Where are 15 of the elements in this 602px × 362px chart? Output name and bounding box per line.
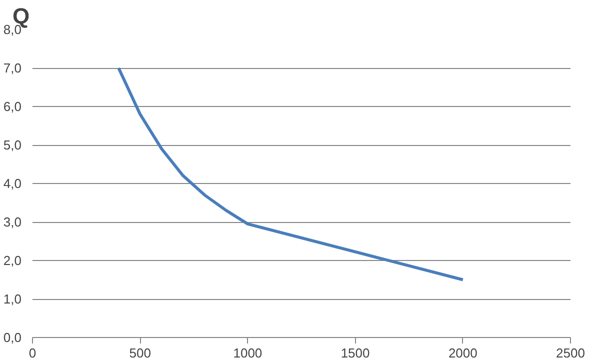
y-tick-label: 4,0 [3,176,22,191]
y-tick-label: 2,0 [3,253,22,268]
line-series [117,66,464,282]
x-tick-label: 2000 [448,346,478,360]
x-tick-label: 1500 [340,346,370,360]
y-tick-label: 7,0 [3,60,22,76]
y-tick-label: 0,0 [3,330,22,345]
x-tick-label: 0 [28,346,36,360]
x-tick-label: 1000 [233,346,262,360]
y-tick-label: 6,0 [3,99,22,114]
y-tick-label: 3,0 [3,214,22,230]
x-tick-label: 500 [129,346,151,360]
x-tick-label: 2500 [556,346,585,360]
y-tick-label: 1,0 [3,292,22,306]
y-tick-label: 5,0 [3,138,22,152]
